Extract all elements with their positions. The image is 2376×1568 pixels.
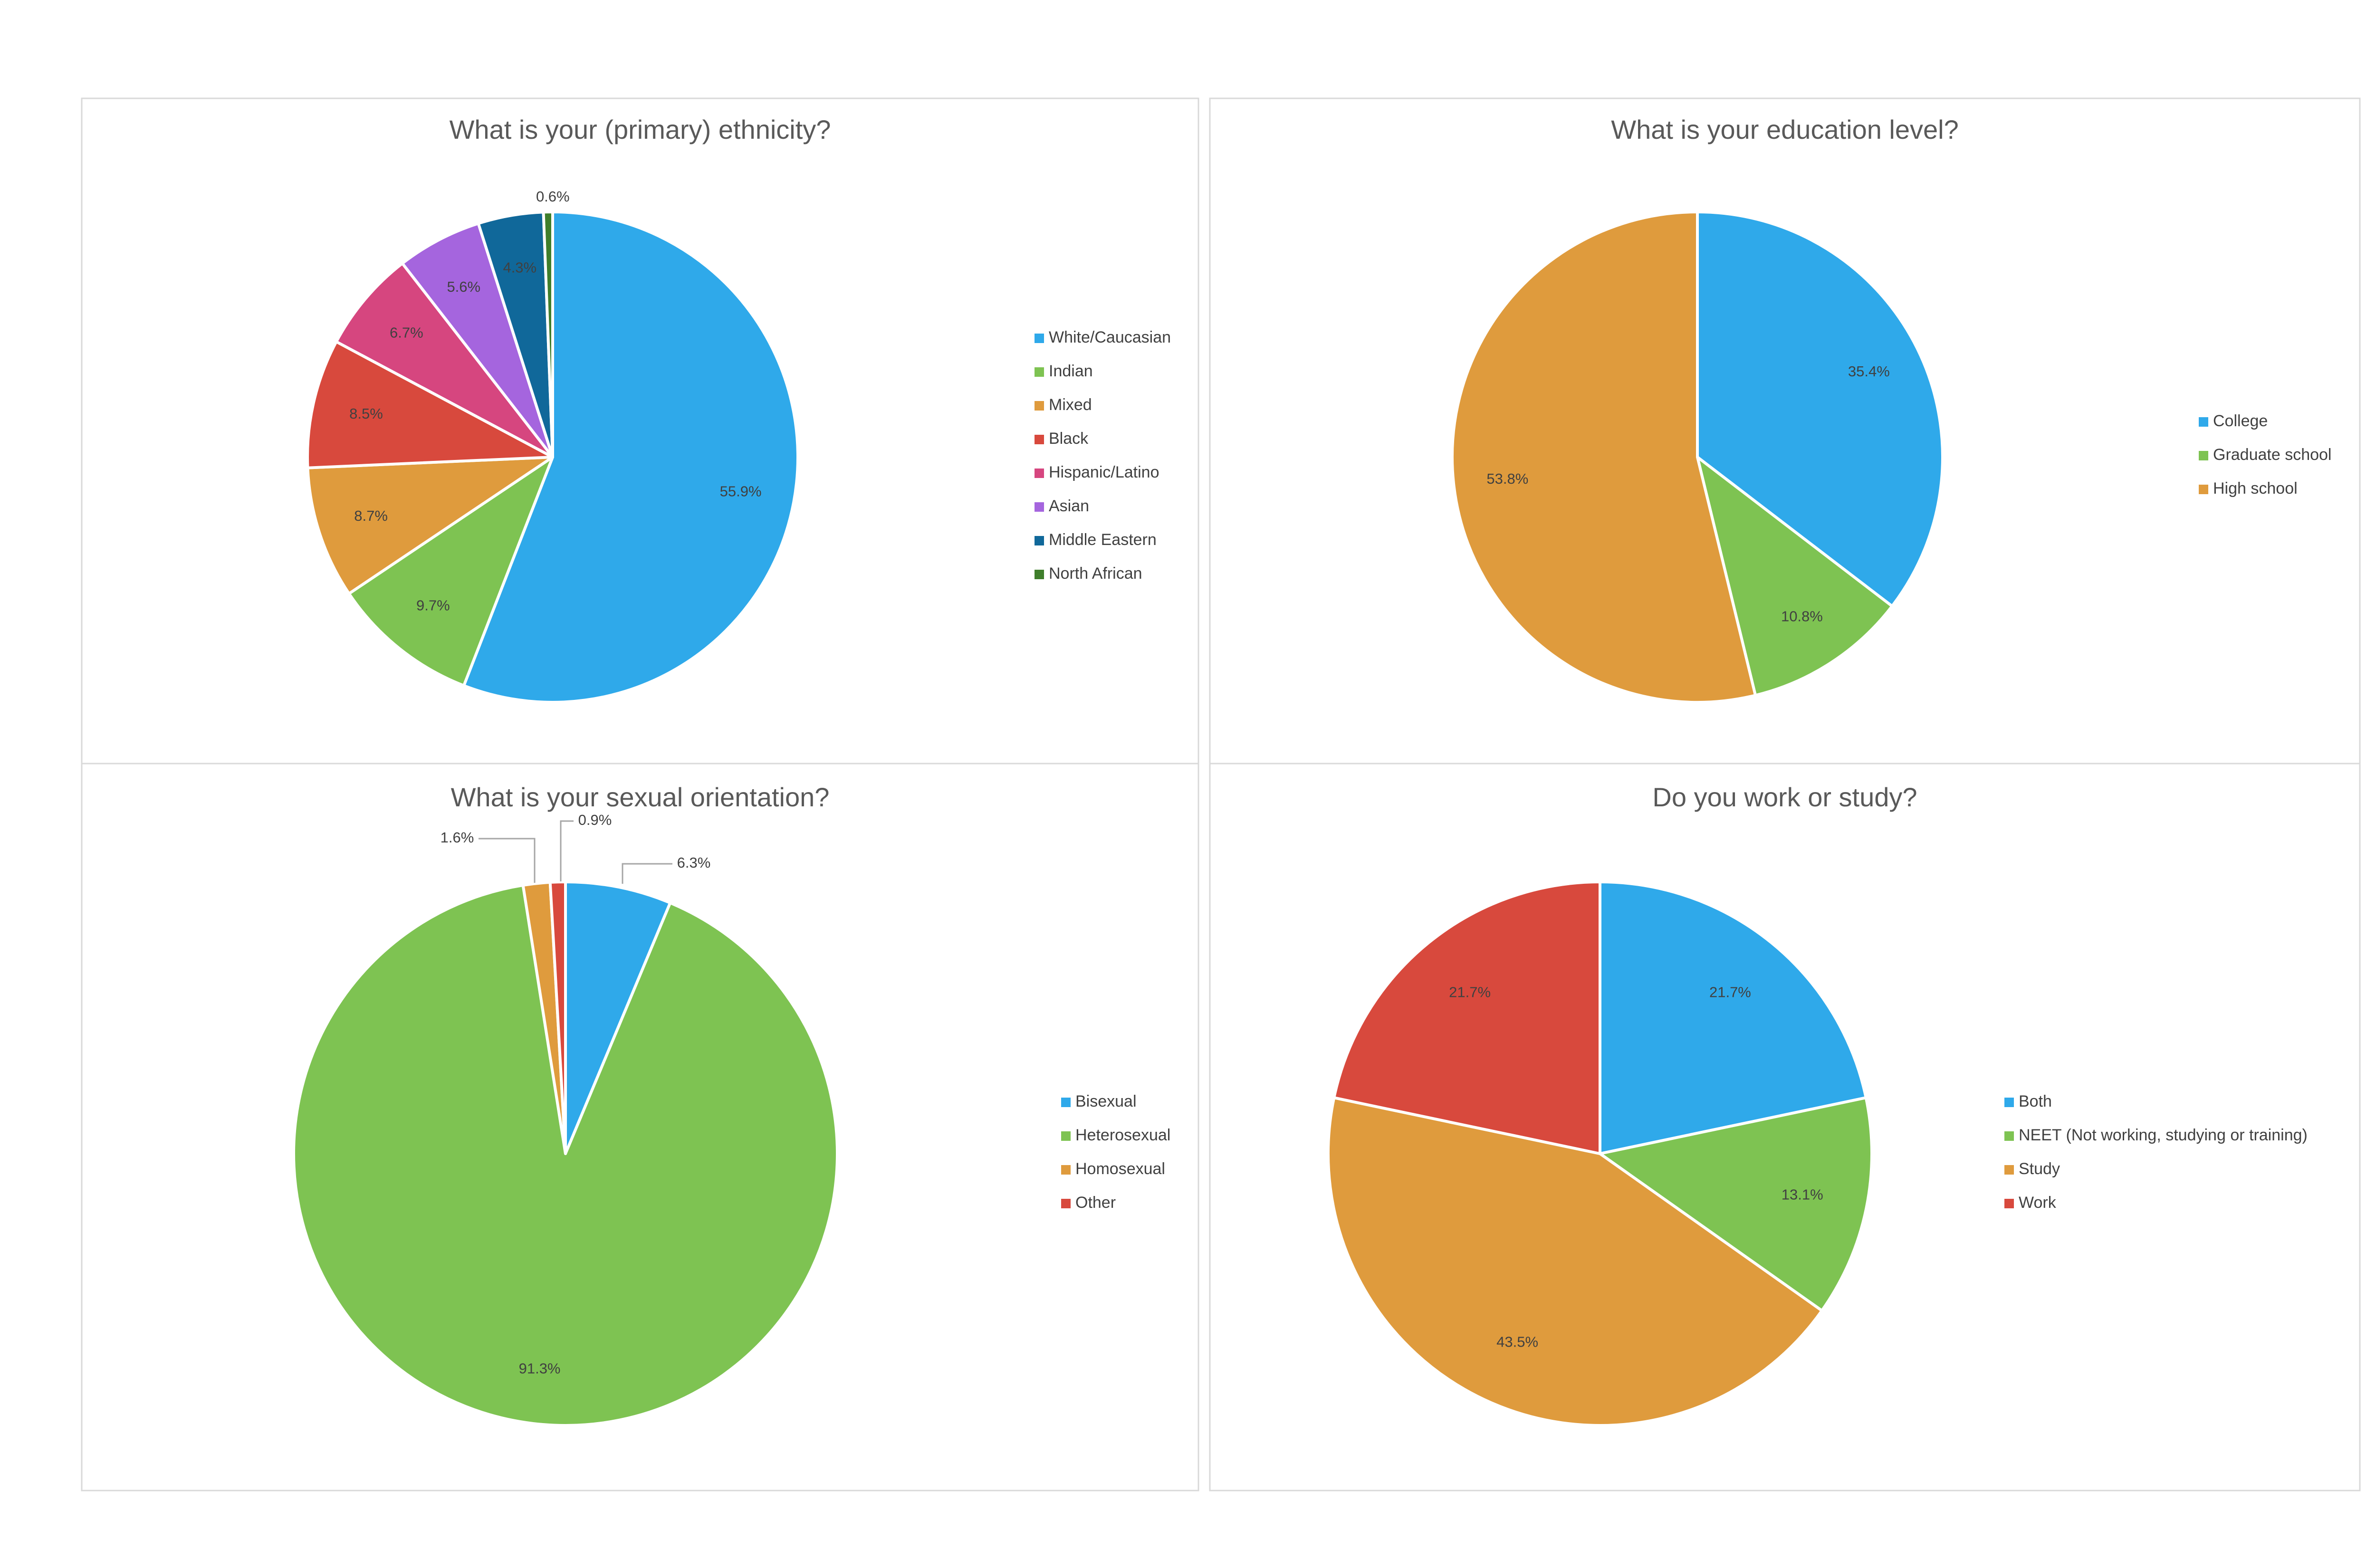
legend-label-homosexual: Homosexual [1075, 1160, 1165, 1178]
data-label-work: 21.7% [1449, 984, 1491, 1001]
legend-swatch [1035, 367, 1044, 377]
legend-label-mixed: Mixed [1049, 396, 1092, 414]
legend-label-graduate-school: Graduate school [2213, 446, 2332, 464]
data-label-hispanic-latino: 6.7% [390, 325, 423, 341]
data-label-mixed: 8.7% [354, 507, 388, 524]
pie-slices [292, 880, 839, 1427]
legend-label-work: Work [2019, 1194, 2057, 1212]
legend-label-high-school: High school [2213, 479, 2298, 497]
legend-label-asian: Asian [1049, 497, 1089, 515]
legend-swatch [1061, 1098, 1071, 1107]
leader-line [560, 820, 574, 881]
data-label-study: 43.5% [1496, 1334, 1538, 1350]
legend-swatch [1061, 1199, 1071, 1208]
pie-slices [306, 210, 799, 704]
slice-college [1696, 210, 1944, 608]
chart-title: Do you work or study? [1652, 782, 1917, 812]
legend-swatch [1035, 570, 1044, 579]
legend-label-bisexual: Bisexual [1075, 1092, 1137, 1110]
legend-swatch [1035, 468, 1044, 478]
slice-high-school [1451, 210, 1757, 704]
legend-swatch [2199, 451, 2208, 460]
legend: College Graduate school High school [2199, 412, 2332, 497]
slice-graduate-school [1696, 456, 1894, 697]
pie-slices [1326, 880, 1874, 1427]
legend-swatch [2199, 485, 2208, 494]
legend-swatch [1035, 334, 1044, 343]
chart-title: What is your sexual orientation? [451, 782, 830, 812]
legend-swatch [1061, 1165, 1071, 1175]
legend-swatch [2004, 1165, 2014, 1175]
legend-swatch [2199, 417, 2208, 427]
legend-label-both: Both [2019, 1092, 2052, 1110]
pie-slices [1451, 210, 1944, 704]
work-study-chart-panel: Do you work or study? 21.7%13.1%43.5%21.… [1209, 763, 2361, 1492]
legend-label-college: College [2213, 412, 2268, 430]
slice-both [1599, 880, 1868, 1155]
slice-mixed [306, 456, 554, 595]
slice-black [306, 340, 554, 469]
legend-label-hispanic-latino: Hispanic/Latino [1049, 463, 1159, 481]
data-label-indian: 9.7% [416, 597, 450, 613]
legend-swatch [1035, 502, 1044, 512]
legend-label-black: Black [1049, 430, 1089, 448]
legend-label-white-caucasian: White/Caucasian [1049, 328, 1171, 346]
data-label-asian: 5.6% [447, 278, 480, 295]
leader-line [622, 863, 672, 884]
data-label-other: 0.9% [578, 812, 612, 828]
slice-white-caucasian [462, 210, 799, 704]
data-labels: 21.7% 13.1% 43.5% 21.7% [1449, 984, 1823, 1350]
education-chart-panel: What is your education level? 35.4% 10.8%… [1209, 97, 2361, 765]
chart-title: What is your (primary) ethnicity? [450, 115, 831, 144]
data-labels: 55.9% 9.7% 8.7% 8.5% 6.7% 5.6% 4.3% 0.6% [349, 188, 761, 613]
data-label-graduate-school: 10.8% [1781, 608, 1823, 624]
legend: White/Caucasian Indian Mixed Black Hispanic/… [1035, 328, 1171, 583]
data-label-bisexual: 6.3% [677, 854, 711, 871]
leader-line [479, 838, 536, 883]
slice-asian [401, 222, 554, 459]
legend-swatch [1035, 401, 1044, 411]
slice-bisexual [564, 880, 672, 1155]
slice-hispanic-latino [335, 262, 554, 459]
data-label-neet-not-working-studying-or-training: 13.1% [1782, 1186, 1823, 1203]
data-labels: 35.4% 10.8% 53.8% [1486, 363, 1889, 624]
legend-swatch [1035, 435, 1044, 444]
legend-label-heterosexual: Heterosexual [1075, 1126, 1170, 1144]
legend-label-indian: Indian [1049, 362, 1093, 380]
legend-label-middle-eastern: Middle Eastern [1049, 531, 1157, 549]
legend: Bisexual Heterosexual Homosexual Other [1061, 1092, 1170, 1212]
data-label-high-school: 53.8% [1486, 470, 1528, 487]
slice-neet-not-working-studying-or-training [1599, 1096, 1874, 1312]
legend-label-study: Study [2019, 1160, 2060, 1178]
data-label-middle-eastern: 4.3% [503, 259, 537, 276]
data-label-college: 35.4% [1848, 363, 1890, 380]
legend-swatch [2004, 1098, 2014, 1107]
data-label-black: 8.5% [349, 405, 383, 422]
legend-swatch [1035, 536, 1044, 545]
legend-swatch [1061, 1131, 1071, 1141]
orientation-chart-panel: What is your sexual orientation? 6.3% 91.… [81, 763, 1199, 1492]
legend-swatch [2004, 1131, 2014, 1141]
slice-north-african [542, 210, 554, 459]
legend-label-other: Other [1075, 1194, 1116, 1212]
data-label-homosexual: 1.6% [441, 829, 474, 846]
data-label-heterosexual: 91.3% [519, 1360, 561, 1377]
slice-study [1326, 1096, 1823, 1427]
slice-other [548, 880, 567, 1155]
data-labels: 6.3% 91.3% 1.6% 0.9% [441, 812, 711, 1377]
legend-swatch [2004, 1199, 2014, 1208]
legend-label-north-african: North African [1049, 564, 1142, 583]
slice-indian [347, 456, 554, 687]
legend-label-neet-not-working-studying-or-training: NEET (Not working, studying or training) [2019, 1126, 2308, 1144]
data-label-north-african: 0.6% [536, 188, 570, 205]
ethnicity-chart-panel: What is your (primary) ethnicity? 55.9% 9… [81, 97, 1199, 765]
slice-work [1332, 880, 1601, 1155]
chart-title: What is your education level? [1611, 115, 1959, 144]
slice-heterosexual [292, 884, 839, 1427]
data-label-white-caucasian: 55.9% [720, 483, 762, 499]
legend: Both NEET (Not working, studying or train… [2004, 1092, 2308, 1212]
data-label-both: 21.7% [1709, 984, 1751, 1001]
